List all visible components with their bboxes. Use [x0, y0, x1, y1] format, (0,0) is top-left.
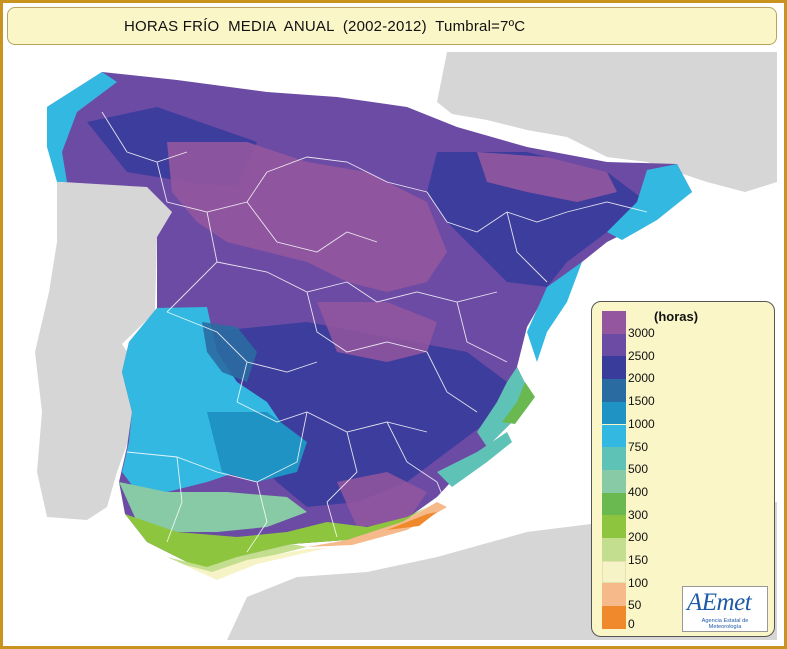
- portugal-landmass: [35, 182, 172, 520]
- zone-750-north-coast: [47, 72, 117, 182]
- legend-label: 2500: [628, 348, 655, 363]
- map-svg: [35, 52, 777, 640]
- legend-swatch: [602, 311, 626, 334]
- legend-label: 0: [628, 617, 635, 631]
- legend-label: 300: [628, 507, 649, 522]
- logo-subtitle: Agencia Estatal de Meteorología: [701, 618, 749, 630]
- legend-label: 400: [628, 484, 649, 499]
- zone-3000-south: [337, 472, 427, 527]
- legend-swatch: [602, 469, 626, 493]
- legend-swatch: [602, 356, 626, 380]
- zone-150-coast: [167, 544, 307, 577]
- zone-100-coast: [182, 548, 327, 580]
- zone-750-catalonia: [607, 164, 692, 240]
- legend-label: 500: [628, 462, 649, 477]
- logo-word: AEmet: [687, 589, 752, 616]
- zone-1000-west: [202, 322, 257, 382]
- legend-label: 150: [628, 553, 649, 567]
- map-canvas: [7, 52, 777, 640]
- legend-swatch: [602, 401, 626, 425]
- zone-750-east-coast: [527, 262, 582, 362]
- legend-swatch: [602, 424, 626, 448]
- legend-swatch: [602, 333, 626, 357]
- zone-0-coast: [387, 512, 437, 530]
- france-landmass: [437, 52, 777, 192]
- zone-200-andalusia: [125, 507, 427, 572]
- legend-label: 200: [628, 530, 649, 545]
- legend-label: 50: [628, 598, 642, 613]
- legend-unit: (horas): [654, 309, 699, 324]
- legend-swatch: [602, 606, 626, 629]
- zone-500-east-coast: [477, 367, 532, 447]
- legend-label: 2000: [628, 371, 655, 386]
- map-title: HORAS FRÍO MEDIA ANUAL (2002-2012) Tumbr…: [124, 18, 526, 35]
- zone-3000: [167, 142, 447, 292]
- zone-500-se-coast: [437, 432, 512, 487]
- legend-panel: (horas) 3000 2500 2000 1500 1000 750 500…: [591, 301, 775, 637]
- zone-300-east-coast: [502, 382, 535, 424]
- aemet-logo: AEmet Agencia Estatal de Meteorología: [682, 586, 768, 632]
- legend-label: 3000: [628, 326, 655, 340]
- legend-swatch: [602, 538, 626, 561]
- zone-1000-sw: [207, 412, 307, 482]
- zone-50-coast: [307, 502, 447, 547]
- legend-swatch: [602, 447, 626, 470]
- title-bar: HORAS FRÍO MEDIA ANUAL (2002-2012) Tumbr…: [7, 7, 777, 45]
- legend-swatch: [602, 492, 626, 516]
- legend-label: 100: [628, 575, 649, 590]
- legend-label: 750: [628, 439, 649, 454]
- zone-3000-pyrenees: [477, 152, 617, 202]
- legend-label: 1000: [628, 416, 655, 431]
- legend-swatch: [602, 515, 626, 538]
- legend-label: 1500: [628, 394, 655, 409]
- province-borders: [101, 111, 648, 553]
- legend-swatch: [602, 560, 626, 584]
- legend-swatch: [602, 379, 626, 402]
- zone-400-andalusia: [119, 482, 307, 532]
- legend-swatch: [602, 583, 626, 607]
